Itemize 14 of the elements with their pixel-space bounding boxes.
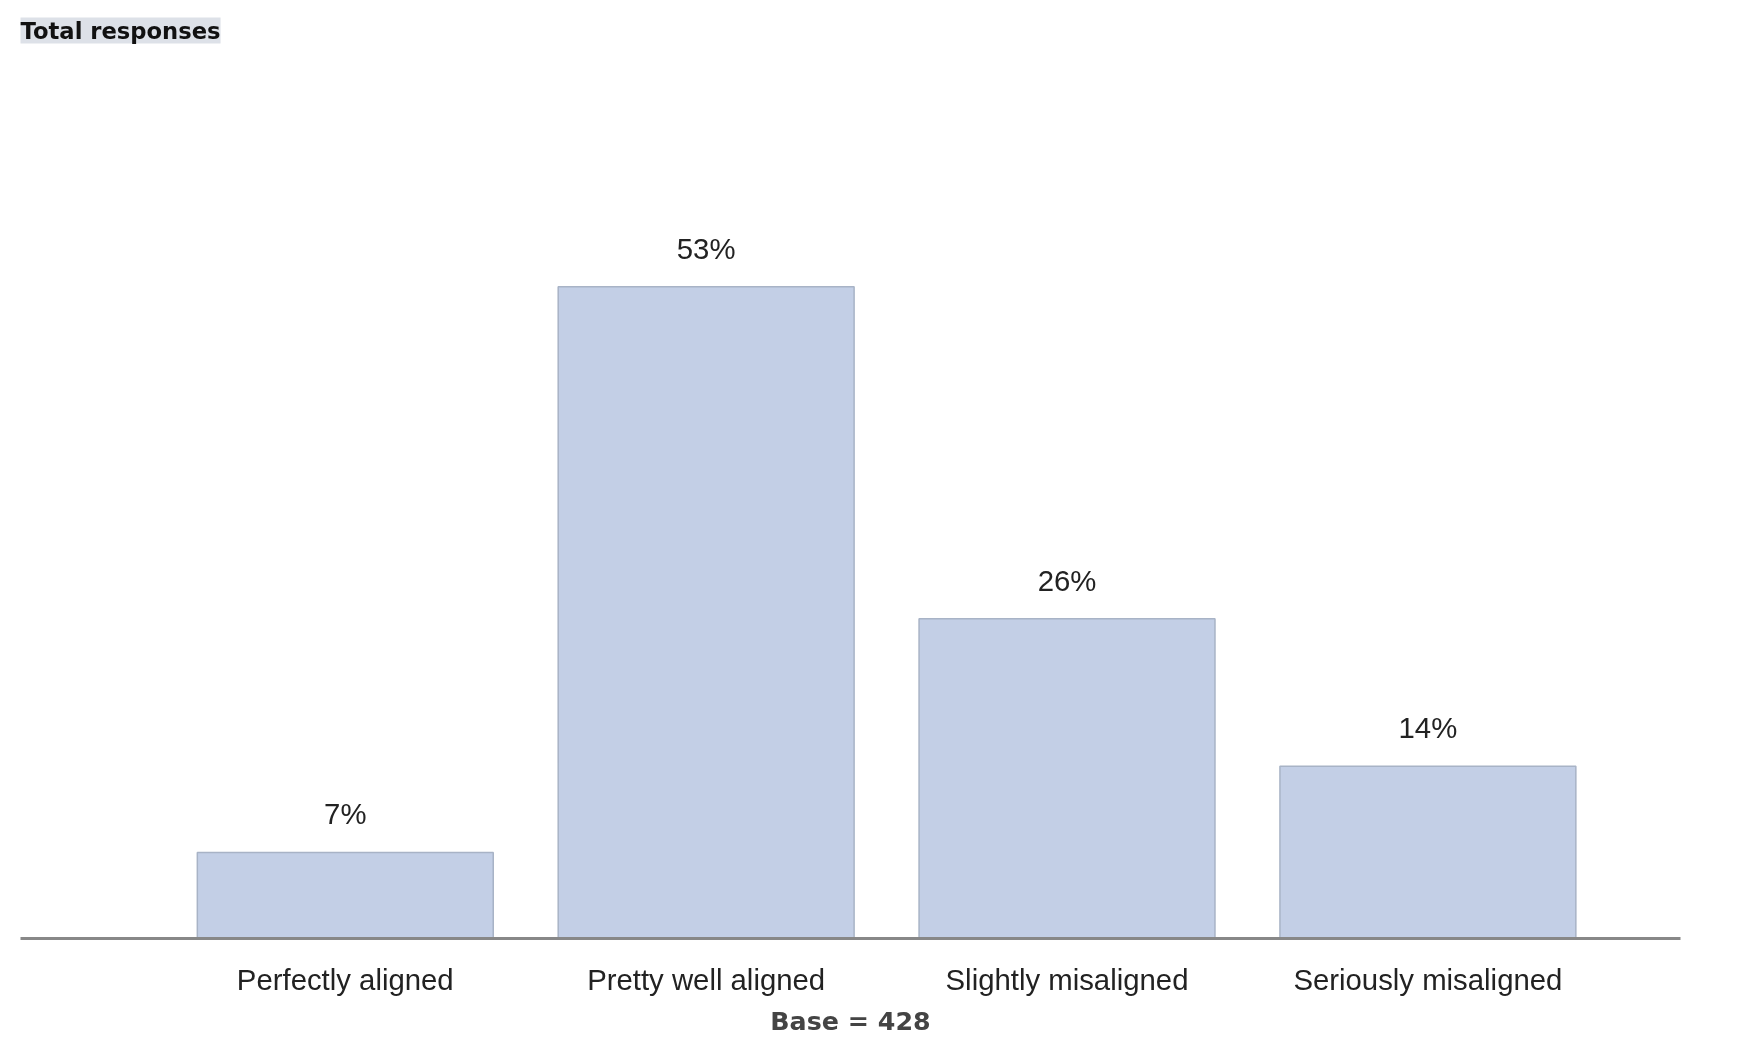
- data-label: 14%: [1398, 711, 1458, 745]
- text: Base = 428: [770, 1005, 931, 1036]
- x-tick-label: Slightly misaligned: [945, 962, 1189, 996]
- bar: [918, 617, 1216, 939]
- bar: [557, 285, 855, 939]
- data-label: 26%: [1037, 563, 1097, 597]
- x-tick-label: Perfectly aligned: [236, 962, 454, 996]
- data-label: 7%: [324, 797, 367, 831]
- x-tick-label: Seriously misaligned: [1293, 962, 1563, 996]
- chart-title: Total responses: [20, 17, 221, 44]
- data-label: 53%: [676, 231, 736, 265]
- bar: [1279, 765, 1577, 939]
- x-tick-label: Pretty well aligned: [587, 962, 826, 996]
- bar: [196, 851, 494, 939]
